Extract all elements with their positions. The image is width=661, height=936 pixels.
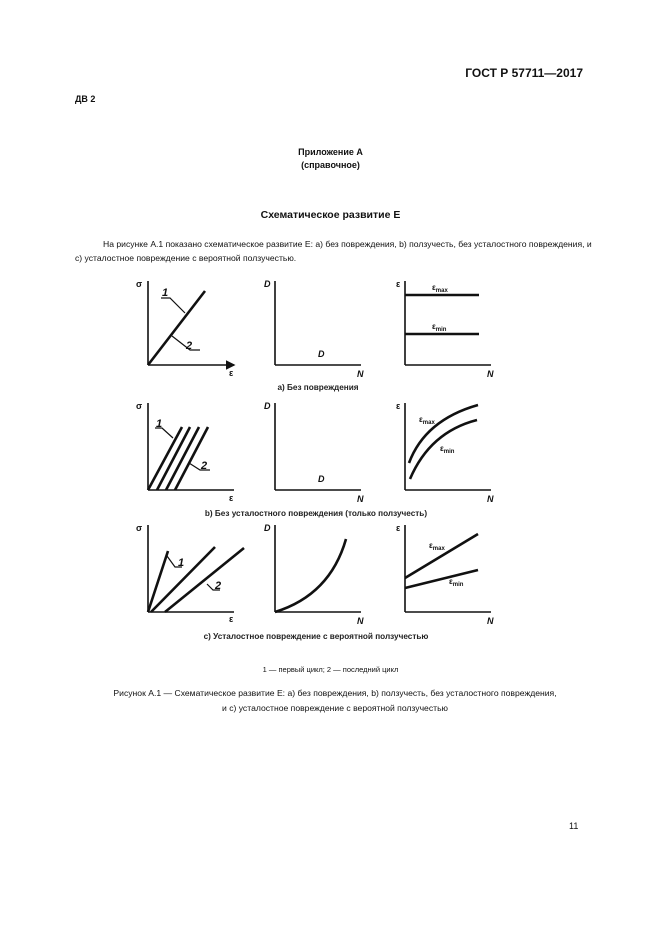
eps-label: ε xyxy=(229,614,234,624)
D-axis-label: D xyxy=(264,523,271,533)
N-axis-label: N xyxy=(487,494,494,504)
caption-a: a) Без повреждения xyxy=(277,383,358,392)
appendix-title: Приложение А xyxy=(298,147,363,157)
label-2: 2 xyxy=(214,580,221,592)
figure-caption-line-2: и с) усталостное повреждение с вероятной… xyxy=(222,703,448,713)
label-1: 1 xyxy=(178,557,184,569)
b-line-2 xyxy=(155,426,192,491)
sigma-label: σ xyxy=(136,523,142,533)
c-line-2 xyxy=(150,546,216,613)
figure-caption-line-1: Рисунок А.1 — Схематическое развитие Е: … xyxy=(113,688,557,698)
b-line-1 xyxy=(146,426,184,491)
label-1: 1 xyxy=(162,287,168,299)
svg-text:εmax: εmax xyxy=(429,541,445,552)
eps-label: ε xyxy=(229,493,234,503)
curve-labels: 1 2 1 2 1 2 D D xyxy=(156,287,325,592)
N-axis-label: N xyxy=(487,616,494,626)
eps-labels: εmax εmin εmax εmin εmax εmin xyxy=(419,283,464,588)
standard-number: ГОСТ Р 57711—2017 xyxy=(465,66,583,80)
D-axis-label: D xyxy=(264,401,271,411)
svg-text:εmin: εmin xyxy=(449,577,464,588)
document-code: ДВ 2 xyxy=(75,94,96,104)
caption-b: b) Без усталостного повреждения (только … xyxy=(205,509,427,518)
N-axis-label: N xyxy=(357,616,364,626)
appendix-heading: Приложение А (справочное) xyxy=(0,146,661,172)
b-line-4 xyxy=(173,426,210,491)
section-title: Схематическое развитие Е xyxy=(260,209,401,221)
page-number: 11 xyxy=(569,821,579,831)
svg-text:εmin: εmin xyxy=(432,322,447,333)
sigma-label: σ xyxy=(136,279,142,289)
c-line-3 xyxy=(164,546,245,614)
svg-text:εmax: εmax xyxy=(419,415,435,426)
a-stress-strain-line xyxy=(146,290,207,366)
figure-caption: Рисунок А.1 — Схематическое развитие Е: … xyxy=(70,686,600,716)
svg-text:εmin: εmin xyxy=(440,444,455,455)
label-2: 2 xyxy=(185,340,192,352)
c-eps-min-line xyxy=(404,568,479,590)
appendix-subtitle: (справочное) xyxy=(301,160,360,170)
svg-text:εmax: εmax xyxy=(432,283,448,294)
figure-legend: 1 — первый цикл; 2 — последний цикл xyxy=(262,665,399,674)
label-1: 1 xyxy=(156,418,162,430)
b-line-3 xyxy=(164,426,201,491)
sigma-label: σ xyxy=(136,401,142,411)
eps-axis-label: ε xyxy=(396,401,401,411)
caption-c: c) Усталостное повреждение с вероятной п… xyxy=(204,632,429,641)
leaders xyxy=(155,297,220,591)
D-label: D xyxy=(318,349,325,359)
D-label: D xyxy=(318,474,325,484)
c-line-1 xyxy=(146,550,170,613)
eps-axis-label: ε xyxy=(396,279,401,289)
c-damage-curve xyxy=(274,538,348,614)
body-paragraph: На рисунке А.1 показано схематическое ра… xyxy=(75,239,592,263)
label-2: 2 xyxy=(200,460,207,472)
c-eps-max-line xyxy=(404,532,479,580)
N-axis-label: N xyxy=(357,494,364,504)
eps-label: ε xyxy=(229,368,234,378)
eps-axis-label: ε xyxy=(396,523,401,533)
b-eps-min-curve xyxy=(408,418,478,480)
D-axis-label: D xyxy=(264,279,271,289)
curves xyxy=(146,290,479,614)
b-eps-max-curve xyxy=(407,403,479,464)
N-axis-label: N xyxy=(357,369,364,379)
N-axis-label: N xyxy=(487,369,494,379)
axes xyxy=(147,281,491,613)
axis-labels: σ ε D N ε N σ ε D N ε N σ ε D N ε N xyxy=(136,279,494,626)
